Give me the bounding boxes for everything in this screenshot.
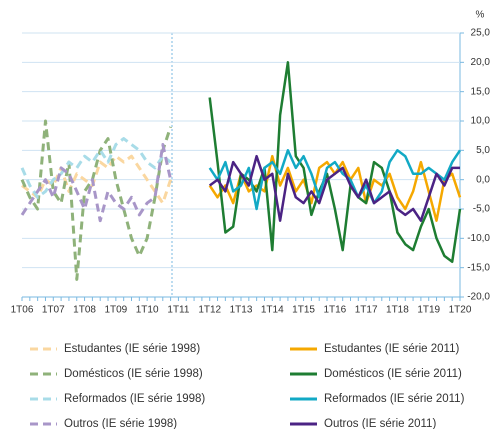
x-tick-label: 1T20 bbox=[449, 305, 472, 316]
x-tick-label: 1T08 bbox=[73, 305, 96, 316]
y-tick-label: -15,0 bbox=[467, 262, 490, 273]
series-line bbox=[20, 143, 173, 223]
x-tick-label: 1T19 bbox=[417, 305, 440, 316]
y-tick-label: -10,0 bbox=[467, 233, 490, 244]
legend-label: Estudantes (IE série 1998) bbox=[64, 343, 200, 355]
series-line bbox=[20, 137, 172, 199]
x-tick-label: 1T18 bbox=[386, 305, 409, 316]
series-line bbox=[208, 149, 462, 211]
x-tick-label: 1T09 bbox=[104, 305, 127, 316]
y-tick-label: 0,0 bbox=[476, 174, 490, 185]
x-tick-label: 1T17 bbox=[355, 305, 378, 316]
y-unit: % bbox=[476, 10, 485, 21]
y-tick-label: 20,0 bbox=[471, 57, 491, 68]
x-tick-label: 1T14 bbox=[261, 305, 284, 316]
y-tick-label: -20,0 bbox=[467, 292, 490, 303]
x-tick-label: 1T15 bbox=[292, 305, 315, 316]
x-tick-label: 1T12 bbox=[198, 305, 221, 316]
y-tick-label: 25,0 bbox=[471, 28, 491, 39]
x-tick-label: 1T06 bbox=[11, 305, 34, 316]
y-tick-label: -5,0 bbox=[473, 204, 491, 215]
y-tick-label: 10,0 bbox=[471, 116, 491, 127]
y-tick-label: 15,0 bbox=[471, 86, 491, 97]
legend-label: Reformados (IE série 2011) bbox=[324, 393, 465, 405]
x-tick-label: 1T11 bbox=[167, 305, 189, 316]
x-tick-label: 1T07 bbox=[42, 305, 65, 316]
legend-label: Domésticos (IE série 1998) bbox=[64, 368, 203, 380]
x-tick-label: 1T16 bbox=[323, 305, 346, 316]
legend-label: Estudantes (IE série 2011) bbox=[324, 343, 459, 355]
legend-label: Outros (IE série 2011) bbox=[324, 418, 436, 429]
series-line bbox=[20, 119, 173, 281]
x-tick-label: 1T13 bbox=[230, 305, 253, 316]
legend-label: Domésticos (IE série 2011) bbox=[324, 368, 462, 380]
x-tick-label: 1T10 bbox=[136, 305, 159, 316]
y-tick-label: 5,0 bbox=[476, 145, 490, 156]
series-line bbox=[208, 154, 460, 222]
legend-label: Reformados (IE série 1998) bbox=[64, 393, 205, 405]
legend-label: Outros (IE série 1998) bbox=[64, 418, 177, 429]
